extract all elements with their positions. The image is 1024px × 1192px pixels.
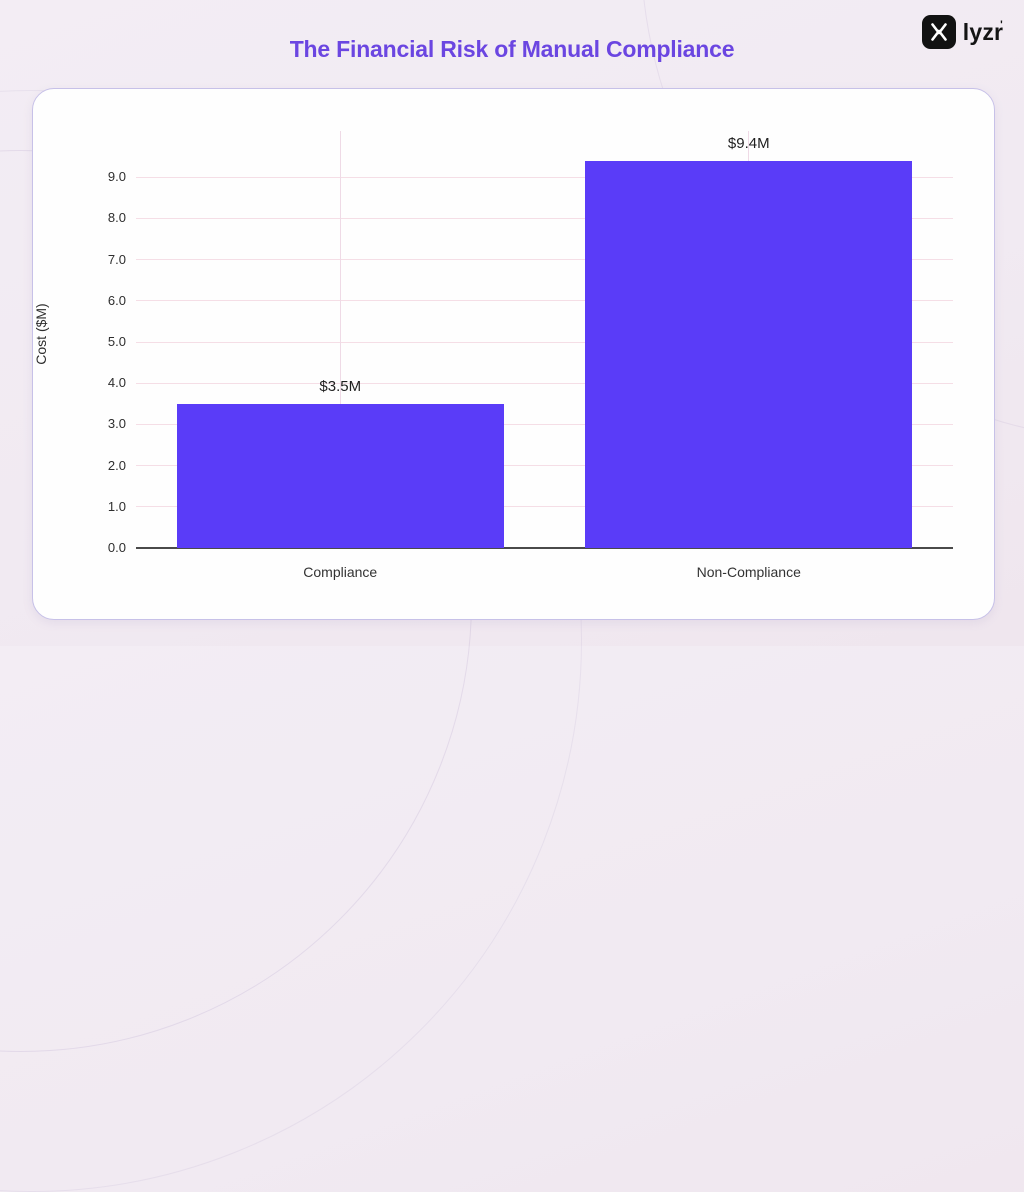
bar-non-compliance	[585, 160, 913, 548]
gridline-horizontal	[136, 300, 953, 302]
bar-value-label: $3.5M	[319, 377, 362, 395]
y-tick-label: 0.0	[107, 540, 126, 555]
gridline-horizontal	[136, 217, 953, 219]
gridline-horizontal	[136, 423, 953, 425]
lyzr-logo-icon	[921, 15, 956, 49]
y-tick-label: 9.0	[107, 169, 126, 185]
x-tick-label: Compliance	[303, 564, 378, 580]
y-tick-label: 6.0	[107, 292, 126, 308]
y-tick-label: 5.0	[107, 334, 126, 349]
gridline-horizontal	[136, 382, 953, 384]
y-tick-label: 8.0	[107, 210, 126, 226]
y-axis-title: Cost ($M)	[33, 303, 49, 365]
gridline-horizontal	[136, 465, 953, 467]
y-tick-label: 3.0	[107, 416, 126, 432]
brand-name: lyzr'	[962, 19, 1004, 45]
gridline-vertical	[339, 131, 341, 548]
gridline-horizontal	[136, 506, 953, 508]
y-tick-label: 1.0	[107, 498, 126, 514]
y-tick-label: 4.0	[107, 375, 126, 391]
brand-trademark-mark: '	[1000, 19, 1003, 31]
bar-chart: Cost ($M) 0.0 1.0 2.0 3.0 4.0 5.0 6.0 7.0 8.0 9.0…	[33, 89, 994, 619]
y-tick-label: 2.0	[107, 457, 126, 473]
x-tick-label: Non-Compliance	[696, 564, 801, 580]
bar-value-label: $9.4M	[727, 134, 770, 152]
x-axis-line	[136, 547, 953, 549]
page-title: The Financial Risk of Manual Compliance	[289, 36, 735, 62]
gridline-horizontal	[136, 259, 953, 261]
gridline-horizontal	[136, 341, 953, 343]
bar-compliance	[176, 403, 504, 548]
chart-card: Cost ($M) 0.0 1.0 2.0 3.0 4.0 5.0 6.0 7.0 8.0 9.0…	[32, 88, 995, 620]
brand-lockup: lyzr'	[921, 15, 1006, 49]
gridline-horizontal	[136, 176, 953, 178]
y-tick-label: 7.0	[107, 251, 126, 267]
